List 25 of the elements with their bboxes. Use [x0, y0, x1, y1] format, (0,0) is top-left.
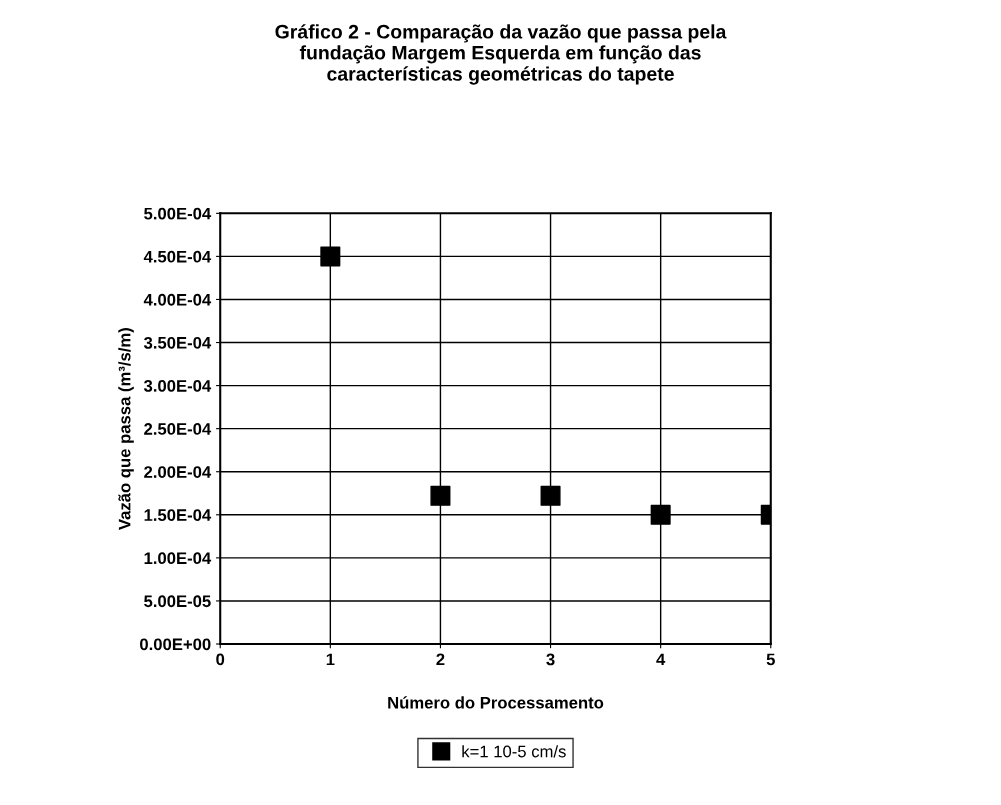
x-tick-label: 0	[216, 653, 225, 666]
x-tick-label: 3	[546, 653, 555, 666]
y-tick-label: 5.00E-04	[144, 207, 212, 220]
y-tick-label: 2.50E-04	[144, 423, 212, 435]
y-tick-label: 4.50E-04	[143, 250, 212, 263]
x-tick-label: 2	[436, 653, 445, 666]
y-tick-label: 3.00E-04	[143, 380, 212, 392]
x-tick-label: 1	[326, 653, 335, 666]
x-axis-title: Número do Processamento	[388, 696, 604, 709]
chart-title: Gráfico 2 - Comparação da vazão que passa pela fundação Margem Esquerda em função das características geométricas do tapete	[275, 24, 727, 85]
y-tick-label: 3.50E-04	[143, 336, 212, 349]
y-tick-label: 0.00E+00	[140, 638, 211, 651]
y-tick-label: 1.00E-04	[144, 552, 212, 565]
y-axis-title: Vazão que passa (m³/s/m)	[118, 328, 134, 530]
point	[320, 246, 341, 267]
legend-label: k=1 10-5 cm/s	[462, 745, 566, 758]
point	[540, 485, 561, 506]
y-tick-label: 4.00E-04	[143, 293, 212, 306]
point	[650, 504, 671, 525]
x-tick-label: 4	[656, 653, 666, 666]
y-tick-label: 5.00E-05	[144, 595, 211, 608]
point	[430, 485, 451, 506]
y-tick-label: 2.00E-04	[144, 466, 212, 478]
x-tick-label: 5	[766, 653, 775, 666]
y-tick-label: 1.50E-04	[144, 509, 212, 521]
